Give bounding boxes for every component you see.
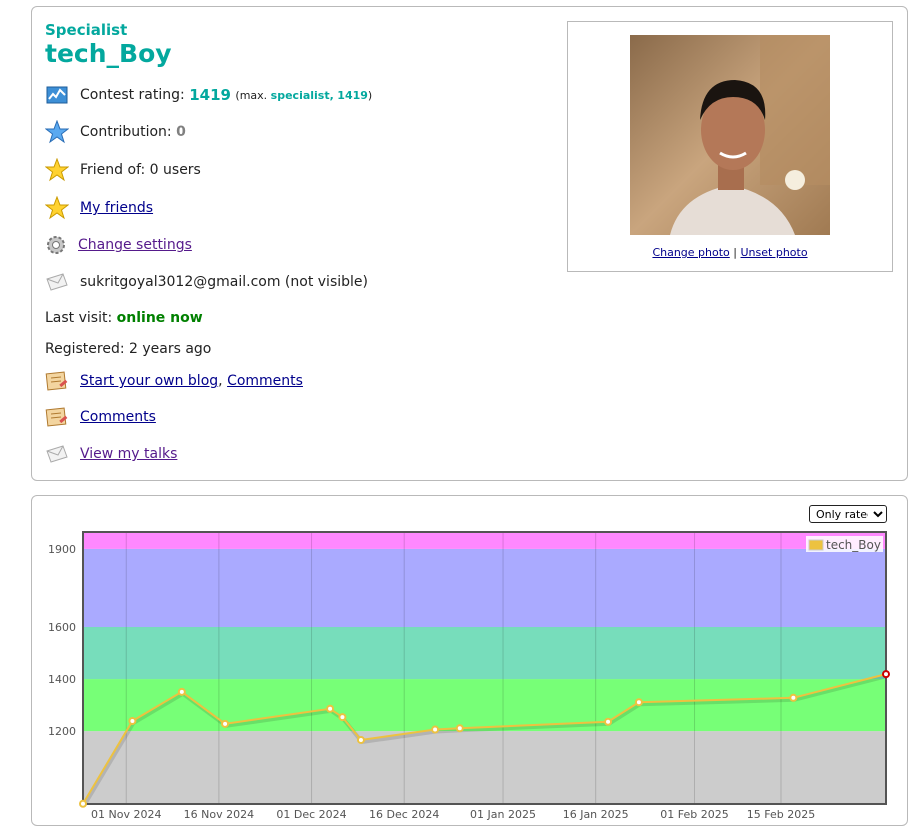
yellow-star-icon xyxy=(45,158,69,182)
photo-links: Change photo | Unset photo xyxy=(568,246,892,259)
rating-chart-icon xyxy=(45,83,69,107)
user-rank: Specialist xyxy=(45,21,128,39)
email-row: sukritgoyal3012@gmail.com (not visible) xyxy=(45,269,368,295)
contribution-label: Contribution: xyxy=(80,124,172,140)
legend-label: tech_Boy xyxy=(826,538,881,552)
registered-text: Registered: 2 years ago xyxy=(45,341,212,357)
y-tick-label: 1400 xyxy=(48,673,76,686)
email-text: sukritgoyal3012@gmail.com (not visible) xyxy=(80,274,368,290)
x-tick-label: 01 Feb 2025 xyxy=(660,808,728,821)
max-rating-value: 1419 xyxy=(337,88,368,102)
x-tick-label: 15 Feb 2025 xyxy=(747,808,815,821)
legend-swatch xyxy=(808,539,824,551)
rating-point xyxy=(604,717,613,726)
x-tick-label: 01 Dec 2024 xyxy=(276,808,346,821)
blog-comments-link[interactable]: Comments xyxy=(227,373,303,389)
yellow-star-icon xyxy=(45,196,69,220)
rating-graph-box: Only rated 01 Nov 2024 16 Nov 2024 01 Dec … xyxy=(31,495,908,826)
change-settings-link[interactable]: Change settings xyxy=(78,237,192,253)
last-visit-label: Last visit: xyxy=(45,310,113,326)
rating-point xyxy=(221,719,230,728)
rating-band-0 xyxy=(83,731,886,804)
change-photo-link[interactable]: Change photo xyxy=(652,246,730,259)
avatar xyxy=(630,35,830,235)
registered-row: Registered: 2 years ago xyxy=(45,336,211,362)
friend-of-row: Friend of: 0 users xyxy=(45,157,201,183)
rating-point xyxy=(128,716,137,725)
view-talks-link[interactable]: View my talks xyxy=(80,446,178,462)
rating-band-3 xyxy=(83,548,886,628)
rating-filter-select[interactable]: Only rated xyxy=(809,505,887,523)
rating-point xyxy=(789,693,798,702)
envelope-icon xyxy=(45,442,69,466)
rating-point xyxy=(79,799,87,808)
max-close: ) xyxy=(367,88,373,102)
rating-band-2 xyxy=(83,627,886,680)
y-tick-label: 1900 xyxy=(48,543,76,556)
profile-box: Specialist tech_Boy Contest rating: 1419… xyxy=(31,6,908,481)
comments-link[interactable]: Comments xyxy=(80,409,156,425)
rating-point xyxy=(634,698,643,707)
y-tick-label: 1600 xyxy=(48,621,76,634)
max-rating: (max. specialist, 1419) xyxy=(235,89,372,102)
photo-links-separator: | xyxy=(733,246,737,259)
user-handle[interactable]: tech_Boy xyxy=(45,39,172,68)
contribution-value: 0 xyxy=(176,124,186,140)
legend-bg xyxy=(806,536,883,552)
change-settings-row: Change settings xyxy=(45,232,192,258)
last-visit-value: online now xyxy=(116,310,203,326)
comments-row: Comments xyxy=(45,404,156,430)
x-tick-label: 16 Dec 2024 xyxy=(369,808,439,821)
rating-band-1 xyxy=(83,679,886,732)
plot-border xyxy=(82,531,887,805)
rating-chart: 01 Nov 2024 16 Nov 2024 01 Dec 2024 16 Dec … xyxy=(48,531,890,821)
rating-point xyxy=(455,724,464,733)
rating-point xyxy=(338,713,347,722)
contest-rating-row: Contest rating: 1419 (max. specialist, 1… xyxy=(45,82,372,108)
unset-photo-link[interactable]: Unset photo xyxy=(740,246,808,259)
rating-point xyxy=(177,687,186,696)
blue-star-icon xyxy=(45,120,69,144)
talks-row: View my talks xyxy=(45,441,177,467)
y-tick-label: 1200 xyxy=(48,725,76,738)
max-open: (max. xyxy=(235,88,268,102)
my-friends-row: My friends xyxy=(45,195,153,221)
contest-rating-label: Contest rating: xyxy=(80,87,185,103)
blog-icon xyxy=(45,369,69,393)
blog-separator: , xyxy=(218,373,223,389)
gear-icon xyxy=(45,233,67,257)
last-visit-row: Last visit: online now xyxy=(45,305,203,331)
x-tick-label: 01 Nov 2024 xyxy=(91,808,161,821)
contest-rating-value: 1419 xyxy=(189,86,231,104)
contribution-row: Contribution: 0 xyxy=(45,119,186,145)
start-blog-link[interactable]: Start your own blog xyxy=(80,373,219,389)
photo-box: Change photo | Unset photo xyxy=(567,21,893,272)
x-tick-label: 01 Jan 2025 xyxy=(470,808,536,821)
x-tick-label: 16 Jan 2025 xyxy=(563,808,629,821)
blog-row: Start your own blog, Comments xyxy=(45,368,303,394)
rating-point xyxy=(326,704,335,713)
rating-band-4 xyxy=(83,532,886,549)
blog-icon xyxy=(45,405,69,429)
max-rank: specialist, xyxy=(270,88,334,102)
rating-point xyxy=(356,735,365,744)
rating-point xyxy=(882,670,890,679)
x-tick-label: 16 Nov 2024 xyxy=(184,808,254,821)
friend-of-text: Friend of: 0 users xyxy=(80,162,201,178)
my-friends-link[interactable]: My friends xyxy=(80,200,154,216)
envelope-icon xyxy=(45,270,69,294)
rating-point xyxy=(431,725,440,734)
